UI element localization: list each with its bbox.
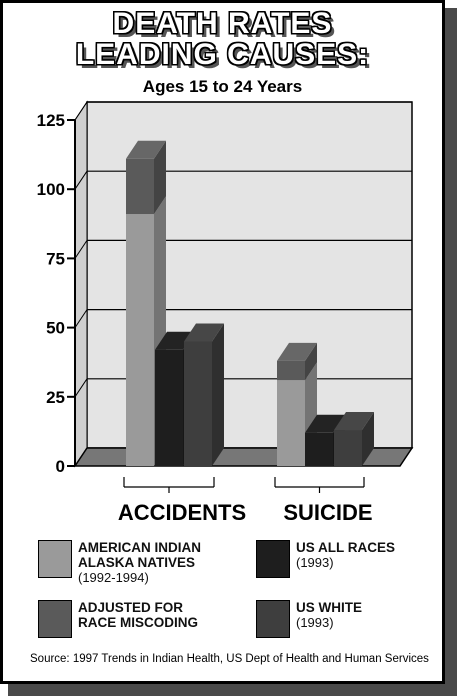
legend-item-us-all-races: US ALL RACES (1993) [256, 540, 395, 578]
category-bracket [123, 477, 215, 493]
legend-swatch-us-white [256, 600, 290, 638]
bar-chart: 0 25 50 75 100 125 ACCIDENTS SUICIDE [37, 100, 414, 525]
gridline-diag [74, 170, 88, 190]
legend-swatch-us-all-races [256, 540, 290, 578]
frame-shadow-right [445, 8, 457, 696]
bar-0-us-white [184, 323, 224, 466]
legend-us-white-line1: US WHITE [296, 600, 362, 615]
bar-1-us-white-top [334, 412, 374, 431]
category-label-1: SUICIDE [283, 500, 372, 525]
legend-us-all-races-line2: (1993) [296, 555, 334, 570]
bar-1-us-white-front [334, 430, 362, 466]
bar-0-adjusted [126, 140, 166, 215]
y-tick-label: 50 [46, 319, 65, 338]
bar-1-us-all-races-top [305, 414, 345, 433]
legend-us-all-races-line1: US ALL RACES [296, 540, 396, 555]
bar-0-us-white-side [212, 323, 224, 466]
bar-1-us-white [334, 412, 374, 466]
gridline-diag [74, 240, 88, 259]
bar-1-adjusted [277, 342, 317, 381]
bar-1-american-indian [277, 362, 317, 466]
bar-0-us-white-top [184, 323, 224, 342]
title-line-1: DEATH RATES [112, 7, 333, 40]
bar-1-us-all-races-front [305, 432, 333, 466]
bar-0-american-indian-front [126, 214, 154, 466]
legend-item-adjusted: ADJUSTED FOR RACE MISCODING [38, 600, 198, 638]
chart-subtitle: Ages 15 to 24 Years [142, 77, 303, 96]
chart-title: DEATH RATES LEADING CAUSES: [0, 8, 445, 70]
legend: AMERICAN INDIAN ALASKA NATIVES (1992-199… [38, 540, 448, 640]
y-tick-label: 0 [56, 457, 65, 476]
legend-american-indian-line2: ALASKA NATIVES [78, 555, 196, 570]
gridline-diag [74, 309, 88, 328]
title-line-2: LEADING CAUSES: [75, 38, 370, 71]
source-note: Source: 1997 Trends in Indian Health, US… [30, 653, 429, 665]
gridline-diag [74, 378, 88, 398]
category-label-0: ACCIDENTS [118, 500, 246, 525]
legend-item-american-indian: AMERICAN INDIAN ALASKA NATIVES (1992-199… [38, 540, 201, 585]
bar-0-adjusted-top [126, 140, 166, 159]
gridline-diag [74, 101, 88, 121]
bar-1-adjusted-top [277, 342, 317, 361]
legend-adjusted-line1: ADJUSTED FOR [78, 600, 184, 615]
legend-swatch-american-indian [38, 540, 72, 578]
legend-item-us-white: US WHITE (1993) [256, 600, 362, 638]
bar-0-adjusted-front [126, 158, 154, 215]
bar-1-adjusted-side [305, 342, 317, 381]
bar-1-us-white-side [362, 412, 374, 466]
legend-us-white-line2: (1993) [296, 615, 334, 630]
y-tick-label: 25 [46, 388, 65, 407]
category-bracket [274, 477, 365, 493]
chart-side-wall [74, 100, 88, 468]
bar-1-adjusted-front [277, 360, 305, 381]
legend-adjusted-line2: RACE MISCODING [78, 615, 199, 630]
bar-0-us-all-races-front [155, 349, 183, 466]
y-tick-label: 100 [37, 180, 65, 199]
y-tick-label: 75 [46, 249, 65, 268]
y-tick-label: 125 [37, 111, 65, 130]
bar-1-american-indian-front [277, 380, 305, 466]
frame-shadow-bottom [8, 684, 457, 696]
bar-0-adjusted-side [154, 140, 166, 215]
legend-american-indian-line1: AMERICAN INDIAN [78, 540, 201, 555]
legend-american-indian-line3: (1992-1994) [78, 570, 149, 585]
bar-0-us-white-front [184, 341, 212, 466]
legend-swatch-adjusted [38, 600, 72, 638]
